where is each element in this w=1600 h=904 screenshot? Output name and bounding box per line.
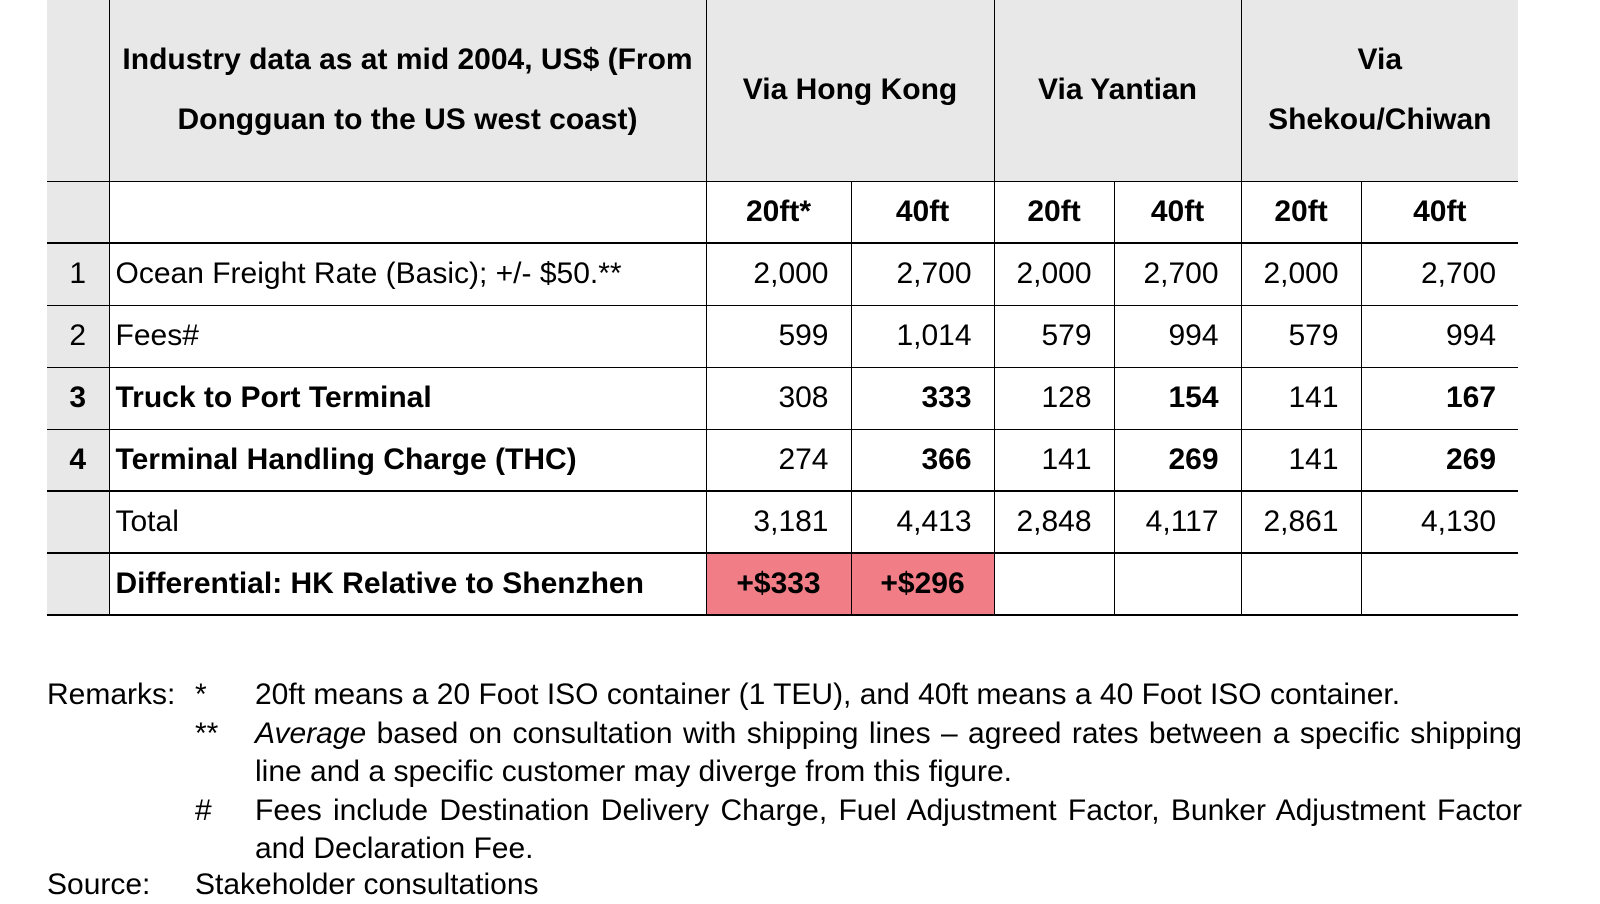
cell-value: 167 xyxy=(1360,366,1519,430)
cell-value: 2,700 xyxy=(850,242,995,306)
remark-item: Remarks: * 20ft means a 20 Foot ISO cont… xyxy=(47,676,1522,715)
remark-item: # Fees include Destination Delivery Char… xyxy=(47,792,1522,869)
cell-value: 141 xyxy=(993,428,1115,492)
cell-value: 308 xyxy=(705,366,852,430)
source-text: Stakeholder consultations xyxy=(195,868,539,901)
cell-value: 333 xyxy=(850,366,995,430)
cell-value: 141 xyxy=(1240,366,1362,430)
size-label-cell xyxy=(108,180,707,244)
cell-value: 2,000 xyxy=(993,242,1115,306)
row-index: 2 xyxy=(47,304,110,368)
remarks-section: Remarks: * 20ft means a 20 Foot ISO cont… xyxy=(47,676,1522,869)
empty-cell xyxy=(1240,552,1362,616)
row-index: 1 xyxy=(47,242,110,306)
cell-value: 2,700 xyxy=(1113,242,1242,306)
remark-text: 20ft means a 20 Foot ISO container (1 TE… xyxy=(255,678,1401,711)
row-label: Terminal Handling Charge (THC) xyxy=(108,428,707,492)
remark-item: ** Average based on consultation with sh… xyxy=(47,715,1522,792)
size-header: 40ft xyxy=(1360,180,1519,244)
row-label: Fees# xyxy=(108,304,707,368)
total-value: 4,117 xyxy=(1113,490,1242,554)
remark-text: Average based on consultation with shipp… xyxy=(255,715,1522,792)
remark-text: Fees include Destination Delivery Charge… xyxy=(255,793,1522,866)
differential-value-20ft: +$333 xyxy=(705,552,852,616)
table-row: 2 Fees# 599 1,014 579 994 579 994 xyxy=(47,304,1519,368)
cell-value: 2,000 xyxy=(1240,242,1362,306)
remarks-label: Remarks: xyxy=(47,678,176,711)
cell-value: 579 xyxy=(993,304,1115,368)
row-index: 4 xyxy=(47,428,110,492)
size-header: 40ft xyxy=(850,180,995,244)
total-value: 4,413 xyxy=(850,490,995,554)
differential-row: Differential: HK Relative to Shenzhen +$… xyxy=(47,552,1519,616)
table-row: 3 Truck to Port Terminal 308 333 128 154… xyxy=(47,366,1519,430)
differential-value-40ft: +$296 xyxy=(850,552,995,616)
empty-cell xyxy=(1360,552,1519,616)
row-label: Ocean Freight Rate (Basic); +/- $50.** xyxy=(108,242,707,306)
empty-cell xyxy=(993,552,1115,616)
size-header: 20ft xyxy=(993,180,1115,244)
cell-value: 1,014 xyxy=(850,304,995,368)
cell-value: 2,000 xyxy=(705,242,852,306)
total-value: 4,130 xyxy=(1360,490,1519,554)
cell-value: 366 xyxy=(850,428,995,492)
total-label: Total xyxy=(108,490,707,554)
cell-value: 579 xyxy=(1240,304,1362,368)
cell-value: 154 xyxy=(1113,366,1242,430)
remark-italic: Average xyxy=(255,716,367,750)
row-index: 3 xyxy=(47,366,110,430)
table-row: 4 Terminal Handling Charge (THC) 274 366… xyxy=(47,428,1519,492)
size-header-row: 20ft* 40ft 20ft 40ft 20ft 40ft xyxy=(47,180,1519,244)
size-index-cell xyxy=(47,180,110,244)
total-value: 3,181 xyxy=(705,490,852,554)
table-header-row: Industry data as at mid 2004, US$ (From … xyxy=(47,0,1519,182)
size-header: 40ft xyxy=(1113,180,1242,244)
total-value: 2,861 xyxy=(1240,490,1362,554)
cell-value: 269 xyxy=(1113,428,1242,492)
cell-value: 994 xyxy=(1113,304,1242,368)
header-title: Industry data as at mid 2004, US$ (From … xyxy=(108,0,707,182)
size-header: 20ft* xyxy=(705,180,852,244)
remark-text-rest: based on consultation with shipping line… xyxy=(255,716,1522,789)
total-row: Total 3,181 4,413 2,848 4,117 2,861 4,13… xyxy=(47,490,1519,554)
cell-value: 128 xyxy=(993,366,1115,430)
cell-value: 2,700 xyxy=(1360,242,1519,306)
table-row: 1 Ocean Freight Rate (Basic); +/- $50.**… xyxy=(47,242,1519,306)
remark-mark: # xyxy=(195,793,212,827)
total-value: 2,848 xyxy=(993,490,1115,554)
header-index-cell xyxy=(47,0,110,182)
cell-value: 274 xyxy=(705,428,852,492)
cell-value: 269 xyxy=(1360,428,1519,492)
source-line: Source: Stakeholder consultations xyxy=(47,866,539,904)
cell-value: 599 xyxy=(705,304,852,368)
header-route-yantian: Via Yantian xyxy=(993,0,1242,182)
header-route-hong-kong: Via Hong Kong xyxy=(705,0,995,182)
cell-value: 141 xyxy=(1240,428,1362,492)
total-index-cell xyxy=(47,490,110,554)
row-label: Truck to Port Terminal xyxy=(108,366,707,430)
differential-index-cell xyxy=(47,552,110,616)
differential-label: Differential: HK Relative to Shenzhen xyxy=(108,552,707,616)
empty-cell xyxy=(1113,552,1242,616)
source-label: Source: xyxy=(47,868,151,901)
remark-mark: * xyxy=(195,678,207,711)
remark-mark: ** xyxy=(195,716,219,750)
header-route-shekou: Via Shekou/Chiwan xyxy=(1240,0,1519,182)
cost-comparison-table: Industry data as at mid 2004, US$ (From … xyxy=(47,0,1519,616)
size-header: 20ft xyxy=(1240,180,1362,244)
cell-value: 994 xyxy=(1360,304,1519,368)
